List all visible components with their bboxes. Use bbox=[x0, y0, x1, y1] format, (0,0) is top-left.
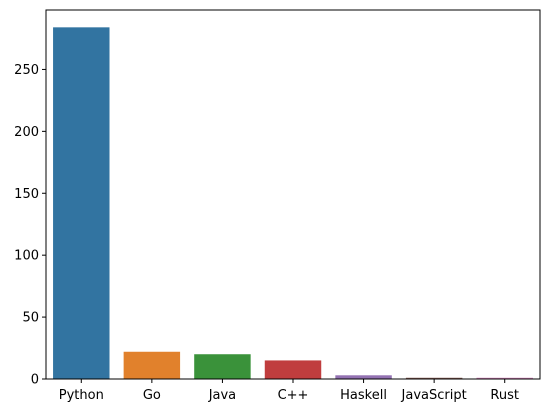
x-tick-label: JavaScript bbox=[401, 388, 467, 403]
y-tick-label: 50 bbox=[22, 311, 39, 326]
x-tick-label: C++ bbox=[278, 388, 309, 403]
x-tick-label: Python bbox=[59, 388, 104, 403]
bar-javascript bbox=[405, 377, 463, 379]
bar-go bbox=[123, 351, 181, 379]
plot-frame bbox=[45, 9, 541, 380]
y-tick-label: 150 bbox=[14, 187, 39, 202]
x-tick-label: Go bbox=[143, 388, 161, 403]
bar-python bbox=[53, 27, 110, 379]
bar-haskell bbox=[335, 375, 392, 379]
bar-java bbox=[194, 354, 251, 379]
bar-rust bbox=[476, 377, 533, 379]
x-tick-label: Rust bbox=[490, 388, 519, 403]
y-tick-label: 100 bbox=[14, 249, 39, 264]
ticks-layer: Python Go Java C++ Haskell JavaScript Rust 0 50 1… bbox=[14, 63, 519, 403]
y-tick-label: 250 bbox=[14, 63, 39, 78]
y-tick-label: 0 bbox=[31, 373, 39, 388]
x-tick-label: Java bbox=[208, 388, 236, 403]
y-tick-label: 200 bbox=[14, 125, 39, 140]
bar-c- bbox=[264, 360, 322, 379]
bars-layer bbox=[53, 27, 533, 379]
x-tick-label: Haskell bbox=[340, 388, 387, 403]
